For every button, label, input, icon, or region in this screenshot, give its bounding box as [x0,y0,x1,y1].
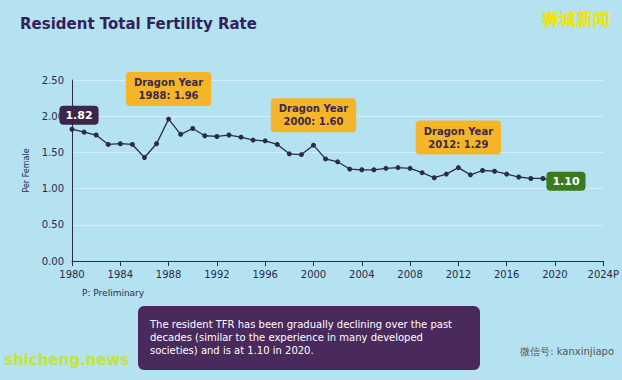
svg-text:The resident TFR has been grad: The resident TFR has been gradually decl… [149,319,455,330]
svg-text:2000: 2000 [301,269,326,280]
svg-text:1996: 1996 [252,269,277,280]
svg-text:societies) and is at 1.10 in 2: societies) and is at 1.10 in 2020. [150,345,314,356]
svg-text:2.00: 2.00 [41,110,64,122]
svg-text:decades (similar to the experi: decades (similar to the experience in ma… [150,332,426,343]
svg-text:2012: 2012 [446,269,471,280]
svg-text:Per Female: Per Female [22,148,31,192]
svg-text:Dragon Year: Dragon Year [424,126,493,137]
svg-text:Resident Total Fertility Rate: Resident Total Fertility Rate [20,15,257,33]
svg-text:1984: 1984 [108,269,133,280]
svg-text:1.10: 1.10 [552,175,579,188]
svg-text:Dragon Year: Dragon Year [134,77,203,88]
svg-text:P: Preliminary: P: Preliminary [82,288,145,298]
svg-text:2000: 1.60: 2000: 1.60 [283,116,343,127]
svg-text:1992: 1992 [204,269,229,280]
svg-text:2.50: 2.50 [42,75,64,86]
svg-text:Dragon Year: Dragon Year [279,103,348,114]
svg-text:狮城新闻: 狮城新闻 [541,9,610,29]
svg-text:1.82: 1.82 [65,109,92,122]
svg-text:2008: 2008 [397,269,422,280]
svg-text:shicheng.news: shicheng.news [4,351,129,369]
svg-text:0.00: 0.00 [42,256,64,267]
svg-text:2024P: 2024P [588,269,619,280]
svg-text:2012: 1.29: 2012: 1.29 [428,139,488,150]
svg-text:0.50: 0.50 [42,219,64,230]
svg-text:2020: 2020 [542,269,567,280]
svg-text:2004: 2004 [349,269,374,280]
svg-text:2016: 2016 [494,269,519,280]
svg-text:1988: 1988 [156,269,181,280]
svg-text:1988: 1.96: 1988: 1.96 [139,90,199,101]
svg-text:微信号: kanxinjiapo: 微信号: kanxinjiapo [520,346,614,357]
svg-text:1980: 1980 [59,269,84,280]
svg-text:1.50: 1.50 [42,147,64,158]
svg-text:1.00: 1.00 [42,183,64,194]
